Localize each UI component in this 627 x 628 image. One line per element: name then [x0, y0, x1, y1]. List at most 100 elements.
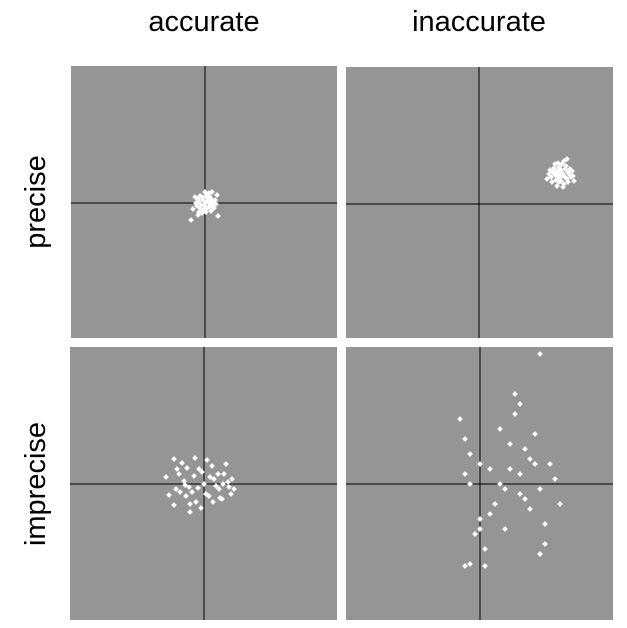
shot-point	[181, 478, 187, 484]
shot-point	[176, 471, 182, 477]
shot-point	[183, 493, 189, 499]
shot-point	[522, 446, 528, 452]
shot-point	[517, 491, 523, 497]
shot-point	[477, 526, 483, 532]
shot-point	[560, 184, 566, 190]
panel-precise-accurate	[71, 66, 337, 338]
shot-point	[184, 465, 190, 471]
shot-point	[193, 200, 199, 206]
shot-point	[228, 491, 234, 497]
shot-point	[571, 178, 577, 184]
shot-point	[544, 176, 550, 182]
shot-point	[556, 179, 562, 185]
shot-point	[211, 476, 217, 482]
shot-point	[177, 489, 183, 495]
shot-point	[211, 205, 217, 211]
shot-point	[457, 416, 463, 422]
panel-imprecise-accurate	[70, 347, 337, 620]
shot-point	[522, 496, 528, 502]
shot-point	[209, 189, 215, 195]
shot-point	[564, 156, 570, 162]
shot-point	[565, 179, 571, 185]
shot-point	[547, 461, 553, 467]
shot-point	[215, 471, 221, 477]
shot-point	[209, 463, 215, 469]
shot-point	[231, 486, 237, 492]
shot-point	[532, 461, 538, 467]
shot-point	[201, 481, 207, 487]
shot-point	[204, 457, 210, 463]
shot-point	[492, 501, 498, 507]
shot-point	[186, 484, 192, 490]
shot-point	[532, 431, 538, 437]
shot-point	[192, 455, 198, 461]
shot-point	[203, 209, 209, 215]
shot-point	[570, 173, 576, 179]
shot-point	[187, 501, 193, 507]
shot-point	[193, 499, 199, 505]
shot-point	[557, 501, 563, 507]
shot-point	[462, 563, 468, 569]
shot-point	[213, 201, 219, 207]
shot-point	[497, 481, 503, 487]
shot-point	[199, 469, 205, 475]
shot-point	[467, 481, 473, 487]
shot-point	[537, 551, 543, 557]
shot-point	[542, 521, 548, 527]
shot-point	[497, 426, 503, 432]
target-plot	[346, 67, 613, 338]
shot-point	[171, 502, 177, 508]
shot-point	[502, 526, 508, 532]
shot-point	[221, 471, 227, 477]
shot-point	[482, 546, 488, 552]
shot-point	[502, 486, 508, 492]
shot-point	[552, 161, 558, 167]
shot-point	[213, 483, 219, 489]
shot-point	[163, 474, 169, 480]
shot-point	[192, 194, 198, 200]
shot-point	[202, 203, 208, 209]
shot-point	[517, 471, 523, 477]
shot-point	[196, 466, 202, 472]
shot-point	[546, 171, 552, 177]
shot-point	[554, 183, 560, 189]
shot-point	[507, 466, 513, 472]
shot-point	[190, 206, 196, 212]
shot-point	[187, 509, 193, 515]
shot-point	[487, 466, 493, 472]
shot-point	[174, 466, 180, 472]
shot-point	[214, 192, 220, 198]
panel-precise-inaccurate	[346, 67, 613, 338]
shot-point	[517, 401, 523, 407]
panel-imprecise-inaccurate	[346, 347, 613, 620]
shot-point	[558, 167, 564, 173]
shot-point	[482, 563, 488, 569]
shot-point	[537, 351, 543, 357]
shot-point	[203, 491, 209, 497]
shot-point	[512, 391, 518, 397]
shot-point	[559, 173, 565, 179]
target-plot	[346, 347, 613, 620]
target-plot	[70, 347, 337, 620]
shot-point	[217, 495, 223, 501]
shot-point	[467, 561, 473, 567]
shot-point	[229, 476, 235, 482]
shot-point	[179, 460, 185, 466]
shot-point	[189, 489, 195, 495]
shot-point	[472, 531, 478, 537]
shot-point	[551, 165, 557, 171]
shot-point	[477, 516, 483, 522]
shot-point	[527, 506, 533, 512]
shot-point	[462, 436, 468, 442]
shot-point	[197, 193, 203, 199]
shot-point	[549, 179, 555, 185]
shot-point	[166, 492, 172, 498]
shot-point	[507, 441, 513, 447]
shot-point	[225, 479, 231, 485]
row-label-precise: precise	[19, 155, 52, 249]
shot-point	[226, 484, 232, 490]
shot-point	[198, 505, 204, 511]
target-plot	[71, 66, 337, 338]
shot-point	[171, 456, 177, 462]
shot-point	[512, 411, 518, 417]
